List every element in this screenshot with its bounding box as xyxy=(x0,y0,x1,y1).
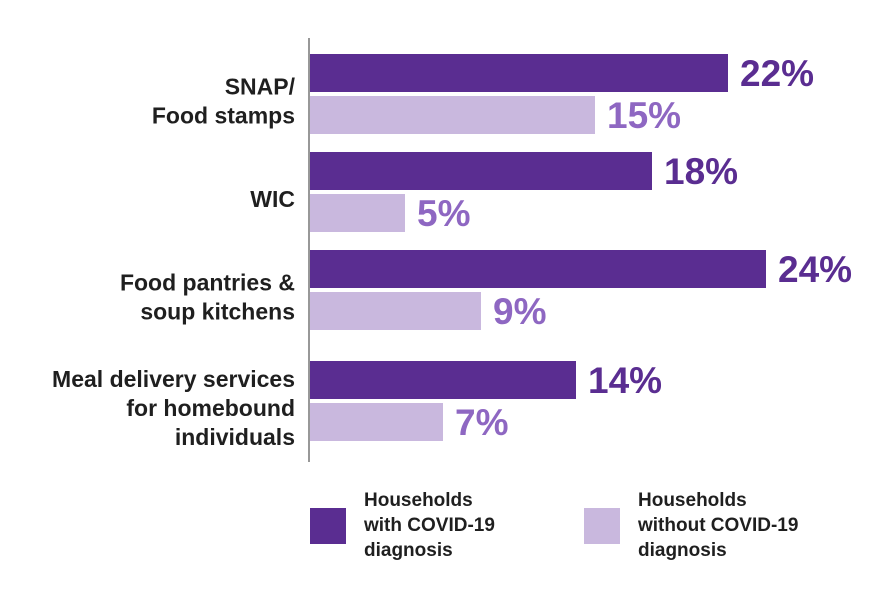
value-label: 24% xyxy=(778,249,852,290)
category-label: Meal delivery services for homebound indiv… xyxy=(52,366,295,450)
legend-item-without-covid: Households without COVID-19 diagnosis xyxy=(584,488,868,563)
value-label: 5% xyxy=(417,193,470,234)
legend-swatch-with-covid xyxy=(310,507,346,544)
legend-label-with-covid: Households with COVID-19 diagnosis xyxy=(364,490,495,561)
legend-label-without-covid: Households without COVID-19 diagnosis xyxy=(638,490,799,561)
value-label: 15% xyxy=(607,95,681,136)
bar-with-covid xyxy=(310,54,728,92)
bar-without-covid xyxy=(310,96,595,134)
legend: Households with COVID-19 diagnosis House… xyxy=(0,488,870,598)
category-label: WIC xyxy=(250,186,295,212)
bar-with-covid xyxy=(310,152,652,190)
value-label: 9% xyxy=(493,291,546,332)
category-label: Food pantries & soup kitchens xyxy=(120,270,295,325)
value-label: 14% xyxy=(588,360,662,401)
value-label: 18% xyxy=(664,151,738,192)
bar-without-covid xyxy=(310,403,443,441)
legend-swatch-without-covid xyxy=(584,507,620,544)
category-label: SNAP/Food stamps xyxy=(152,74,296,129)
legend-item-with-covid: Households with COVID-19 diagnosis xyxy=(310,488,594,563)
bar-with-covid xyxy=(310,361,576,399)
value-label: 7% xyxy=(455,402,508,443)
value-label: 22% xyxy=(740,53,814,94)
bar-without-covid xyxy=(310,292,481,330)
bar-without-covid xyxy=(310,194,405,232)
bar-chart: SNAP/Food stamps 22% 15% WIC 18% 5% Food pantr… xyxy=(52,38,852,462)
bar-with-covid xyxy=(310,250,766,288)
